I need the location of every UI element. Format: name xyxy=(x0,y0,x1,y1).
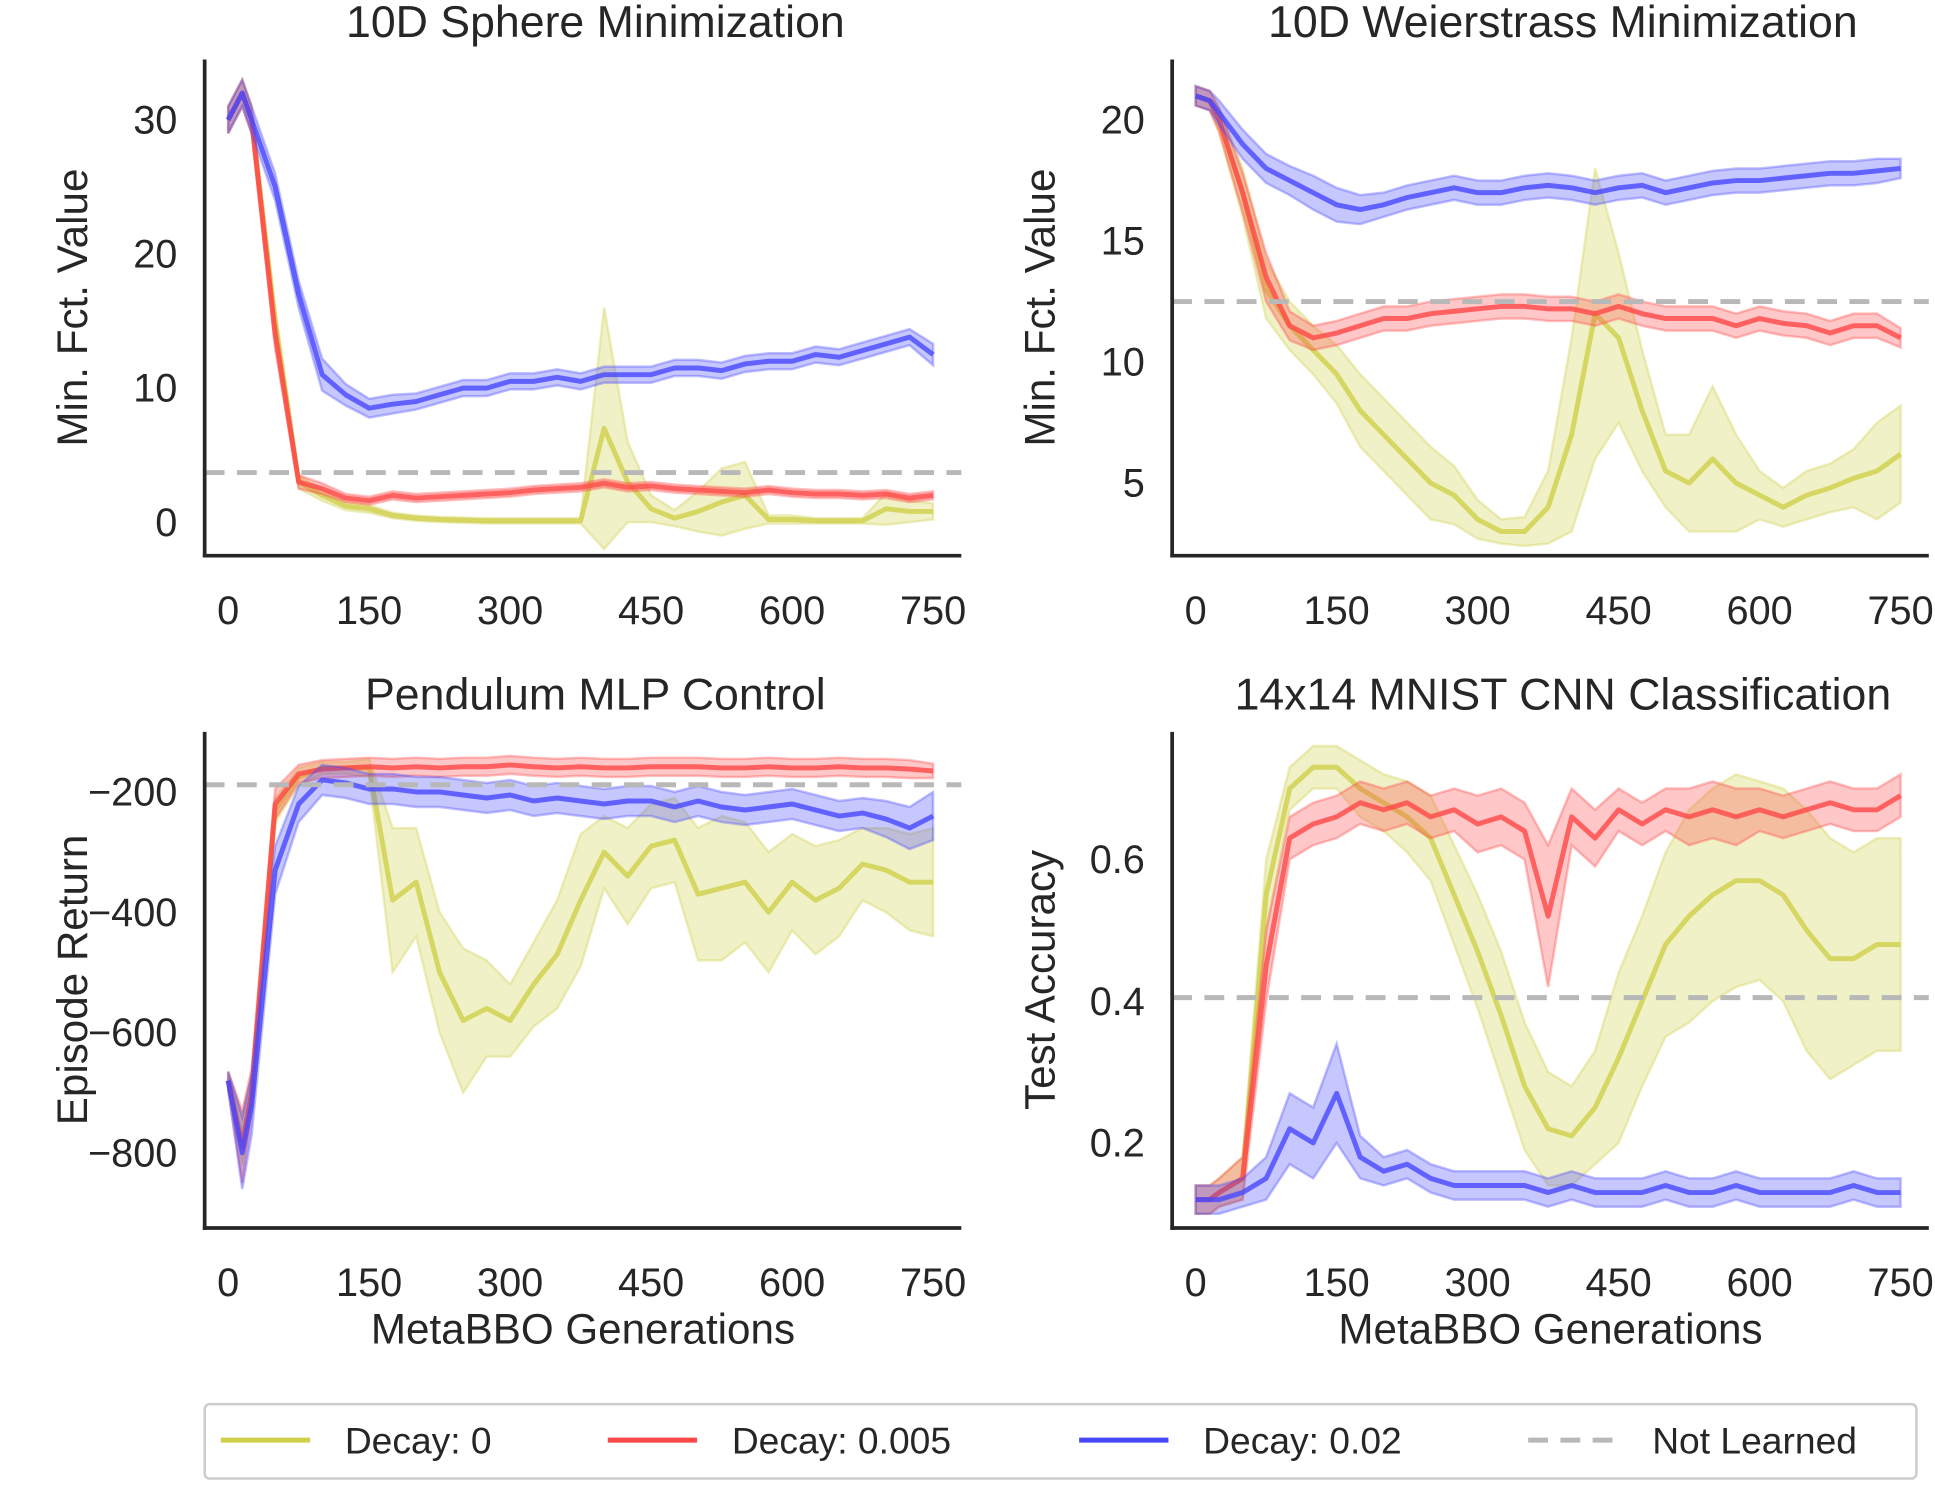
y-tick-label: −200 xyxy=(88,771,177,815)
y-tick-label: 30 xyxy=(133,99,177,143)
x-tick-label: 600 xyxy=(759,589,825,633)
x-tick-label: 0 xyxy=(217,1261,239,1305)
x-tick-label: 150 xyxy=(1304,589,1370,633)
legend-label: Decay: 0.02 xyxy=(1203,1420,1402,1462)
subplot-3: 14x14 MNIST CNN Classification Test Accur… xyxy=(1016,671,1933,1353)
x-tick-label: 450 xyxy=(1586,1261,1652,1305)
legend-box xyxy=(203,1402,1918,1480)
confidence-band-1 xyxy=(1194,84,1902,352)
series-line-2 xyxy=(1194,93,1901,213)
y-axis-label: Episode Return xyxy=(49,835,96,1126)
confidence-band-0 xyxy=(1194,84,1902,548)
x-tick-label: 450 xyxy=(618,1261,684,1305)
x-tick-label: 300 xyxy=(1445,1261,1511,1305)
x-tick-label: 150 xyxy=(336,589,402,633)
series-line-2 xyxy=(225,90,935,411)
x-tick-label: 300 xyxy=(477,589,543,633)
x-axis-label: MetaBBO Generations xyxy=(1338,1305,1762,1352)
y-tick-label: 0 xyxy=(155,501,177,545)
confidence-band-1 xyxy=(1194,772,1902,1216)
series-line-1 xyxy=(225,762,934,1150)
x-axis-label: MetaBBO Generations xyxy=(371,1305,795,1352)
subplot-title: Pendulum MLP Control xyxy=(365,671,826,720)
subplot-title: 10D Sphere Minimization xyxy=(346,0,845,47)
x-tick-label: 450 xyxy=(1586,589,1652,633)
x-tick-label: 600 xyxy=(759,1261,825,1305)
x-tick-label: 750 xyxy=(1867,589,1933,633)
legend-label: Decay: 0.005 xyxy=(732,1420,951,1462)
x-tick-label: 300 xyxy=(477,1261,543,1305)
x-tick-label: 750 xyxy=(900,1261,966,1305)
subplot-1: 10D Weierstrass Minimization Min. Fct. Va… xyxy=(1016,0,1933,633)
y-tick-label: −600 xyxy=(88,1011,177,1055)
y-axis-label: Min. Fct. Value xyxy=(49,169,96,447)
legend: Decay: 0 Decay: 0.005 Decay: 0.02 Not Learn… xyxy=(203,1402,1918,1480)
series-line-0 xyxy=(225,90,934,524)
x-tick-label: 600 xyxy=(1727,589,1793,633)
x-tick-label: 0 xyxy=(217,589,239,633)
confidence-band-2 xyxy=(1194,84,1902,226)
y-tick-label: 0.4 xyxy=(1090,980,1145,1024)
x-tick-label: 600 xyxy=(1727,1261,1793,1305)
subplot-title: 10D Weierstrass Minimization xyxy=(1268,0,1858,47)
x-tick-label: 0 xyxy=(1185,589,1207,633)
x-tick-label: 750 xyxy=(900,589,966,633)
y-tick-label: 15 xyxy=(1101,220,1145,264)
legend-label: Not Learned xyxy=(1652,1420,1857,1462)
subplot-0: 10D Sphere Minimization Min. Fct. Value 0 1… xyxy=(49,0,966,633)
y-tick-label: −400 xyxy=(88,891,177,935)
confidence-band-2 xyxy=(226,76,935,419)
y-tick-label: 20 xyxy=(1101,99,1145,143)
x-tick-label: 150 xyxy=(336,1261,402,1305)
legend-entry: Decay: 0 xyxy=(220,1420,492,1462)
legend-entry: Decay: 0.005 xyxy=(607,1420,951,1462)
y-axis-label: Test Accuracy xyxy=(1016,850,1063,1110)
y-tick-label: −800 xyxy=(88,1131,177,1175)
series-line-1 xyxy=(1195,793,1902,1203)
subplot-title: 14x14 MNIST CNN Classification xyxy=(1235,671,1892,720)
confidence-band-0 xyxy=(226,757,935,1166)
legend-entry: Decay: 0.02 xyxy=(1079,1420,1402,1462)
series-line-2 xyxy=(1195,1090,1901,1203)
y-tick-label: 20 xyxy=(133,233,177,277)
y-axis-label: Min. Fct. Value xyxy=(1016,169,1063,447)
y-tick-label: 5 xyxy=(1123,462,1145,506)
y-tick-label: 0.6 xyxy=(1090,838,1145,882)
confidence-band-1 xyxy=(226,76,935,507)
x-tick-label: 0 xyxy=(1185,1261,1207,1305)
x-tick-label: 750 xyxy=(1867,1261,1933,1305)
legend-entry: Not Learned xyxy=(1528,1420,1857,1462)
y-tick-label: 0.2 xyxy=(1090,1122,1145,1166)
legend-label: Decay: 0 xyxy=(345,1420,492,1462)
x-tick-label: 450 xyxy=(618,589,684,633)
confidence-band-2 xyxy=(1194,1039,1902,1216)
confidence-band-2 xyxy=(226,763,935,1190)
y-tick-label: 10 xyxy=(133,367,177,411)
series-line-1 xyxy=(225,90,934,504)
x-tick-label: 150 xyxy=(1304,1261,1370,1305)
confidence-band-0 xyxy=(1194,744,1902,1216)
y-tick-label: 10 xyxy=(1101,341,1145,385)
subplot-2: Pendulum MLP Control Episode Return MetaBB… xyxy=(49,671,966,1353)
confidence-band-0 xyxy=(226,76,935,551)
x-tick-label: 300 xyxy=(1445,589,1511,633)
confidence-band-1 xyxy=(226,754,935,1184)
series-line-1 xyxy=(1194,93,1902,341)
series-line-0 xyxy=(1195,764,1901,1203)
series-line-2 xyxy=(225,777,935,1156)
